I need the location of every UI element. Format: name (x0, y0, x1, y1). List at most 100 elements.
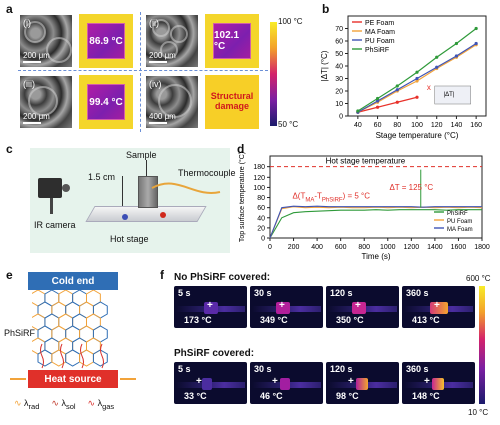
structural-damage-label: Structural damage (205, 75, 259, 129)
divider-h (18, 70, 268, 71)
ir-frame-row1-4: + 360 s 413 °C (402, 286, 475, 328)
probe-dot-icon (160, 212, 166, 218)
y-axis-label: Top surface temperature (°C) (238, 152, 246, 242)
y-tick-label: 40 (257, 215, 265, 222)
panel-label-e: e (6, 268, 13, 282)
y-tick-label: 20 (257, 225, 265, 232)
y-tick-label: 60 (257, 205, 265, 212)
x-tick-label: 1200 (404, 244, 420, 251)
y-tick-label: 180 (253, 164, 265, 171)
heat-wave-icon (40, 343, 44, 369)
data-point (415, 70, 419, 74)
inset-diagram (434, 85, 471, 105)
ir-frame-row1-3: + 120 s 350 °C (326, 286, 399, 328)
y-tick-label: 10 (335, 101, 343, 108)
x-tick-label: 1000 (380, 244, 396, 251)
legend-label: MA Foam (365, 29, 395, 36)
panel-e: Cold end PhSiRF Heat source ∿ λrad ∿ λso… (0, 270, 150, 425)
colorbar-bottom-label: 10 °C (468, 408, 489, 417)
legend-label: PhSiRF (365, 47, 389, 54)
panel-label-f: f (160, 268, 164, 282)
divider-v (140, 12, 141, 132)
ir-frame-row2-2: + 30 s 46 °C (250, 362, 323, 404)
data-point (375, 105, 380, 109)
x-tick-label: 160 (470, 122, 482, 129)
data-point (435, 55, 439, 59)
plot-frame (269, 155, 483, 239)
x-tick-label: 1800 (474, 244, 490, 251)
legend-item-gas: ∿ λgas (87, 398, 115, 411)
thermal-image-i: 86.9 °C (79, 14, 133, 68)
data-point (415, 95, 419, 99)
sample-label: Sample (126, 150, 157, 160)
y-tick-label: 60 (335, 39, 343, 46)
panel-label-b: b (322, 2, 330, 16)
y-axis-label: |ΔT| (°C) (320, 50, 329, 81)
sem-label: (iv) (149, 79, 162, 89)
temperature-readout: 102.1 °C (213, 23, 251, 59)
y-tick-label: 120 (253, 175, 265, 182)
x-tick-label: 400 (311, 244, 323, 251)
data-point (395, 84, 399, 88)
thermocouple-label: Thermocouple (178, 168, 236, 178)
legend-label: PE Foam (365, 20, 394, 27)
y-tick-label: 0 (261, 236, 265, 243)
thermal-image-ii: 102.1 °C (205, 14, 259, 68)
y-tick-label: 100 (253, 185, 265, 192)
sem-image-ii: (ii) 200 μm (146, 15, 198, 67)
ir-camera-icon (38, 178, 62, 198)
legend-label: MA Foam (447, 227, 473, 233)
series-line (269, 205, 482, 239)
ir-camera-label: IR camera (34, 220, 76, 230)
sample-block-icon (138, 176, 158, 208)
y-tick-label: 40 (335, 64, 343, 71)
x-tick-label: 1600 (451, 244, 467, 251)
data-point (395, 100, 399, 104)
x-tick-label: 40 (354, 122, 362, 129)
scale-bar-label: 200 μm (149, 51, 176, 60)
conduction-legend: ∿ λrad ∿ λsol ∿ λgas (14, 398, 114, 411)
data-point (375, 99, 380, 103)
x-tick-label: 800 (358, 244, 370, 251)
sem-label: (ii) (149, 18, 159, 28)
colorbar (479, 286, 485, 404)
ir-frame-row2-4: + 360 s 148 °C (402, 362, 475, 404)
panel-a: (i) 200 μm 86.9 °C (ii) 200 μm 102.1 °C … (18, 12, 308, 132)
x-tick-label: 80 (393, 122, 401, 129)
data-point (454, 54, 459, 58)
row1-title: No PhSiRF covered: (174, 272, 271, 283)
honeycomb-cell (37, 349, 53, 367)
scale-bar (149, 122, 167, 124)
failure-cross-marker: x (427, 83, 431, 92)
camera-lens-icon (62, 184, 70, 192)
x-axis-label: Stage temperature (°C) (376, 131, 459, 140)
delta-ma-label: Δ(TMA-TPhSiRF) = 5 °C (292, 192, 370, 204)
x-tick-label: 200 (288, 244, 300, 251)
data-point (356, 109, 360, 113)
distance-label: 1.5 cm (88, 172, 116, 182)
heat-arrow-left-icon (10, 378, 26, 380)
legend-label: PhSiRF (447, 211, 468, 217)
ir-frame-row1-2: + 30 s 349 °C (250, 286, 323, 328)
scale-bar-label: 400 μm (149, 112, 176, 121)
temperature-readout: 99.4 °C (87, 84, 125, 120)
data-point (375, 96, 380, 101)
x-tick-label: 100 (411, 122, 423, 129)
sem-label: (i) (23, 18, 31, 28)
ir-frame-row1-1: + 5 s 173 °C (174, 286, 247, 328)
x-tick-label: 140 (451, 122, 463, 129)
sem-image-iii: (iii) 200 μm (20, 76, 72, 128)
data-point (435, 65, 439, 69)
series-line (269, 209, 482, 239)
x-tick-label: 120 (431, 122, 443, 129)
scale-bar (23, 122, 41, 124)
legend-label: PU Foam (365, 38, 395, 45)
y-tick-label: 0 (339, 114, 343, 121)
heat-source-block: Heat source (28, 370, 118, 388)
ir-frame-row2-1: + 5 s 33 °C (174, 362, 247, 404)
temperature-readout: 86.9 °C (87, 23, 125, 59)
data-point (474, 41, 478, 46)
data-point (415, 76, 419, 81)
colorbar-top-label: 600 °C (466, 274, 491, 283)
legend-item-rad: ∿ λrad (14, 398, 40, 411)
